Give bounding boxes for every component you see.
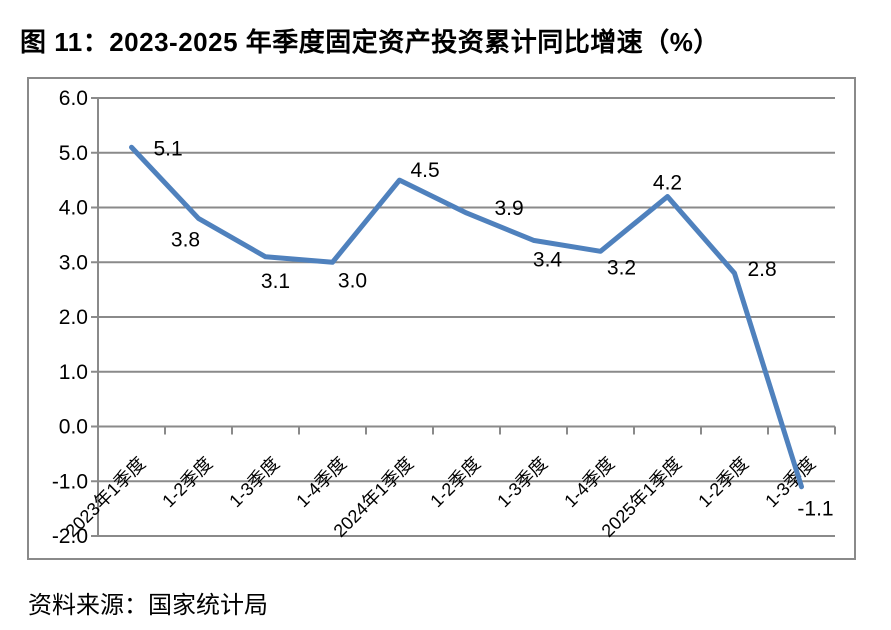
data-point-label: 3.2 (607, 256, 636, 279)
data-point-label: 3.9 (495, 197, 524, 220)
y-axis-tick-label: -2.0 (52, 525, 88, 548)
y-axis-tick-label: 3.0 (59, 251, 88, 274)
data-point-label: 5.1 (154, 137, 183, 160)
data-point-label: 4.2 (653, 172, 682, 195)
data-point-label: -1.1 (797, 498, 833, 521)
y-axis-tick-label: 6.0 (59, 87, 88, 110)
chart-container: 6.0 5.0 4.0 3.0 2.0 1.0 0.0 -1.0 -2.0 2023年1季度 1-2… (27, 77, 856, 560)
series-line (129, 144, 804, 490)
data-point-label: 3.8 (171, 228, 200, 251)
data-point-label: 2.8 (748, 258, 777, 281)
y-axis-tick-label: 0.0 (59, 416, 88, 439)
figure-title: 图 11：2023-2025 年季度固定资产投资累计同比增速（%） (20, 27, 720, 57)
data-point-label: 3.0 (338, 269, 367, 292)
y-axis-tick-label: 2.0 (59, 306, 88, 329)
y-axis-tick-label: 4.0 (59, 197, 88, 220)
x-axis-tick-label: 2023年1季度 (62, 453, 150, 541)
data-point-label: 4.5 (411, 159, 440, 182)
data-point-label: 3.4 (533, 248, 563, 271)
source-note: 资料来源：国家统计局 (28, 592, 268, 619)
y-axis-tick-label: 5.0 (59, 142, 88, 165)
y-axis-tick-label: -1.0 (52, 470, 88, 493)
data-point-label: 3.1 (261, 270, 290, 293)
y-axis-tick-label: 1.0 (59, 361, 88, 384)
